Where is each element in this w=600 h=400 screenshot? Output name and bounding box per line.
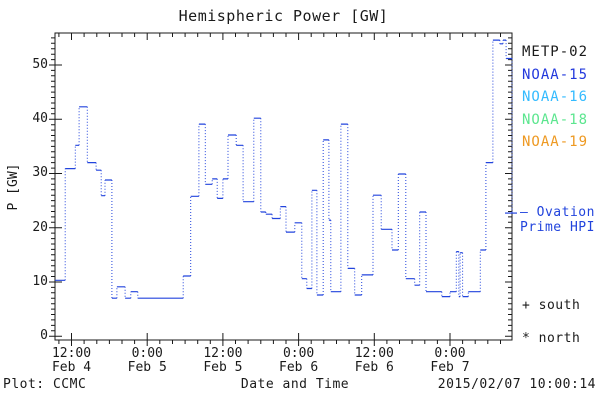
x-tick-label-feb5-1200: 12:00 Feb 5 bbox=[188, 347, 258, 375]
y-tick-label-50: 50 bbox=[32, 57, 48, 72]
axis-major-ticks bbox=[49, 33, 512, 346]
south-marker-legend: + south bbox=[522, 298, 581, 313]
x-tick-time: 12:00 bbox=[354, 346, 394, 361]
x-tick-time: 0:00 bbox=[434, 346, 466, 361]
model-line-legend-line2: Prime HPI bbox=[520, 220, 595, 235]
legend-satellite-noaa-15: NOAA-15 bbox=[522, 66, 589, 83]
legend-satellite-metp-02: METP-02 bbox=[522, 44, 589, 60]
footer-plot-source: Plot: CCMC bbox=[3, 377, 87, 392]
x-tick-date: Feb 4 bbox=[51, 360, 92, 375]
legend-satellite-noaa-18: NOAA-18 bbox=[522, 111, 589, 128]
legend-satellite-noaa-19: NOAA-19 bbox=[522, 134, 589, 150]
x-tick-time: 12:00 bbox=[203, 346, 243, 361]
y-tick-label-20: 20 bbox=[32, 219, 48, 235]
x-tick-time: 12:00 bbox=[51, 346, 92, 361]
footer-timestamp: 2015/02/07 10:00:14 bbox=[437, 377, 596, 392]
x-tick-label-feb5-000: 0:00 Feb 5 bbox=[112, 347, 182, 375]
axis-minor-ticks bbox=[51, 33, 512, 344]
x-tick-time: 0:00 bbox=[282, 346, 315, 361]
plot-title: Hemispheric Power [GW] bbox=[178, 7, 389, 25]
y-tick-label-0: 0 bbox=[40, 328, 48, 344]
y-tick-label-10: 10 bbox=[32, 273, 48, 289]
x-tick-label-feb7-000: 0:00 Feb 7 bbox=[415, 347, 485, 375]
plot-border bbox=[54, 32, 513, 341]
x-tick-date: Feb 5 bbox=[127, 360, 167, 375]
x-tick-date: Feb 6 bbox=[279, 360, 319, 375]
hpi-step-line-levels bbox=[55, 39, 512, 299]
y-tick-label-30: 30 bbox=[32, 165, 48, 181]
x-axis-title: Date and Time bbox=[240, 377, 350, 392]
x-tick-time: 0:00 bbox=[131, 346, 163, 361]
hpi-step-line-transitions bbox=[64, 40, 513, 299]
model-line-legend-line1: — Ovation bbox=[520, 205, 595, 220]
x-tick-label-feb6-1200: 12:00 Feb 6 bbox=[339, 347, 409, 375]
x-tick-date: Feb 6 bbox=[354, 360, 394, 375]
x-tick-label-feb4-1200: 12:00 Feb 4 bbox=[37, 347, 107, 375]
y-tick-label-40: 40 bbox=[32, 111, 48, 127]
model-line-legend: — Ovation Prime HPI bbox=[520, 205, 595, 235]
x-tick-label-feb6-000: 0:00 Feb 6 bbox=[264, 347, 334, 375]
x-tick-date: Feb 5 bbox=[203, 360, 243, 375]
x-tick-date: Feb 7 bbox=[430, 360, 470, 375]
north-marker-legend: * north bbox=[522, 331, 581, 346]
legend-satellite-noaa-16: NOAA-16 bbox=[522, 89, 589, 105]
